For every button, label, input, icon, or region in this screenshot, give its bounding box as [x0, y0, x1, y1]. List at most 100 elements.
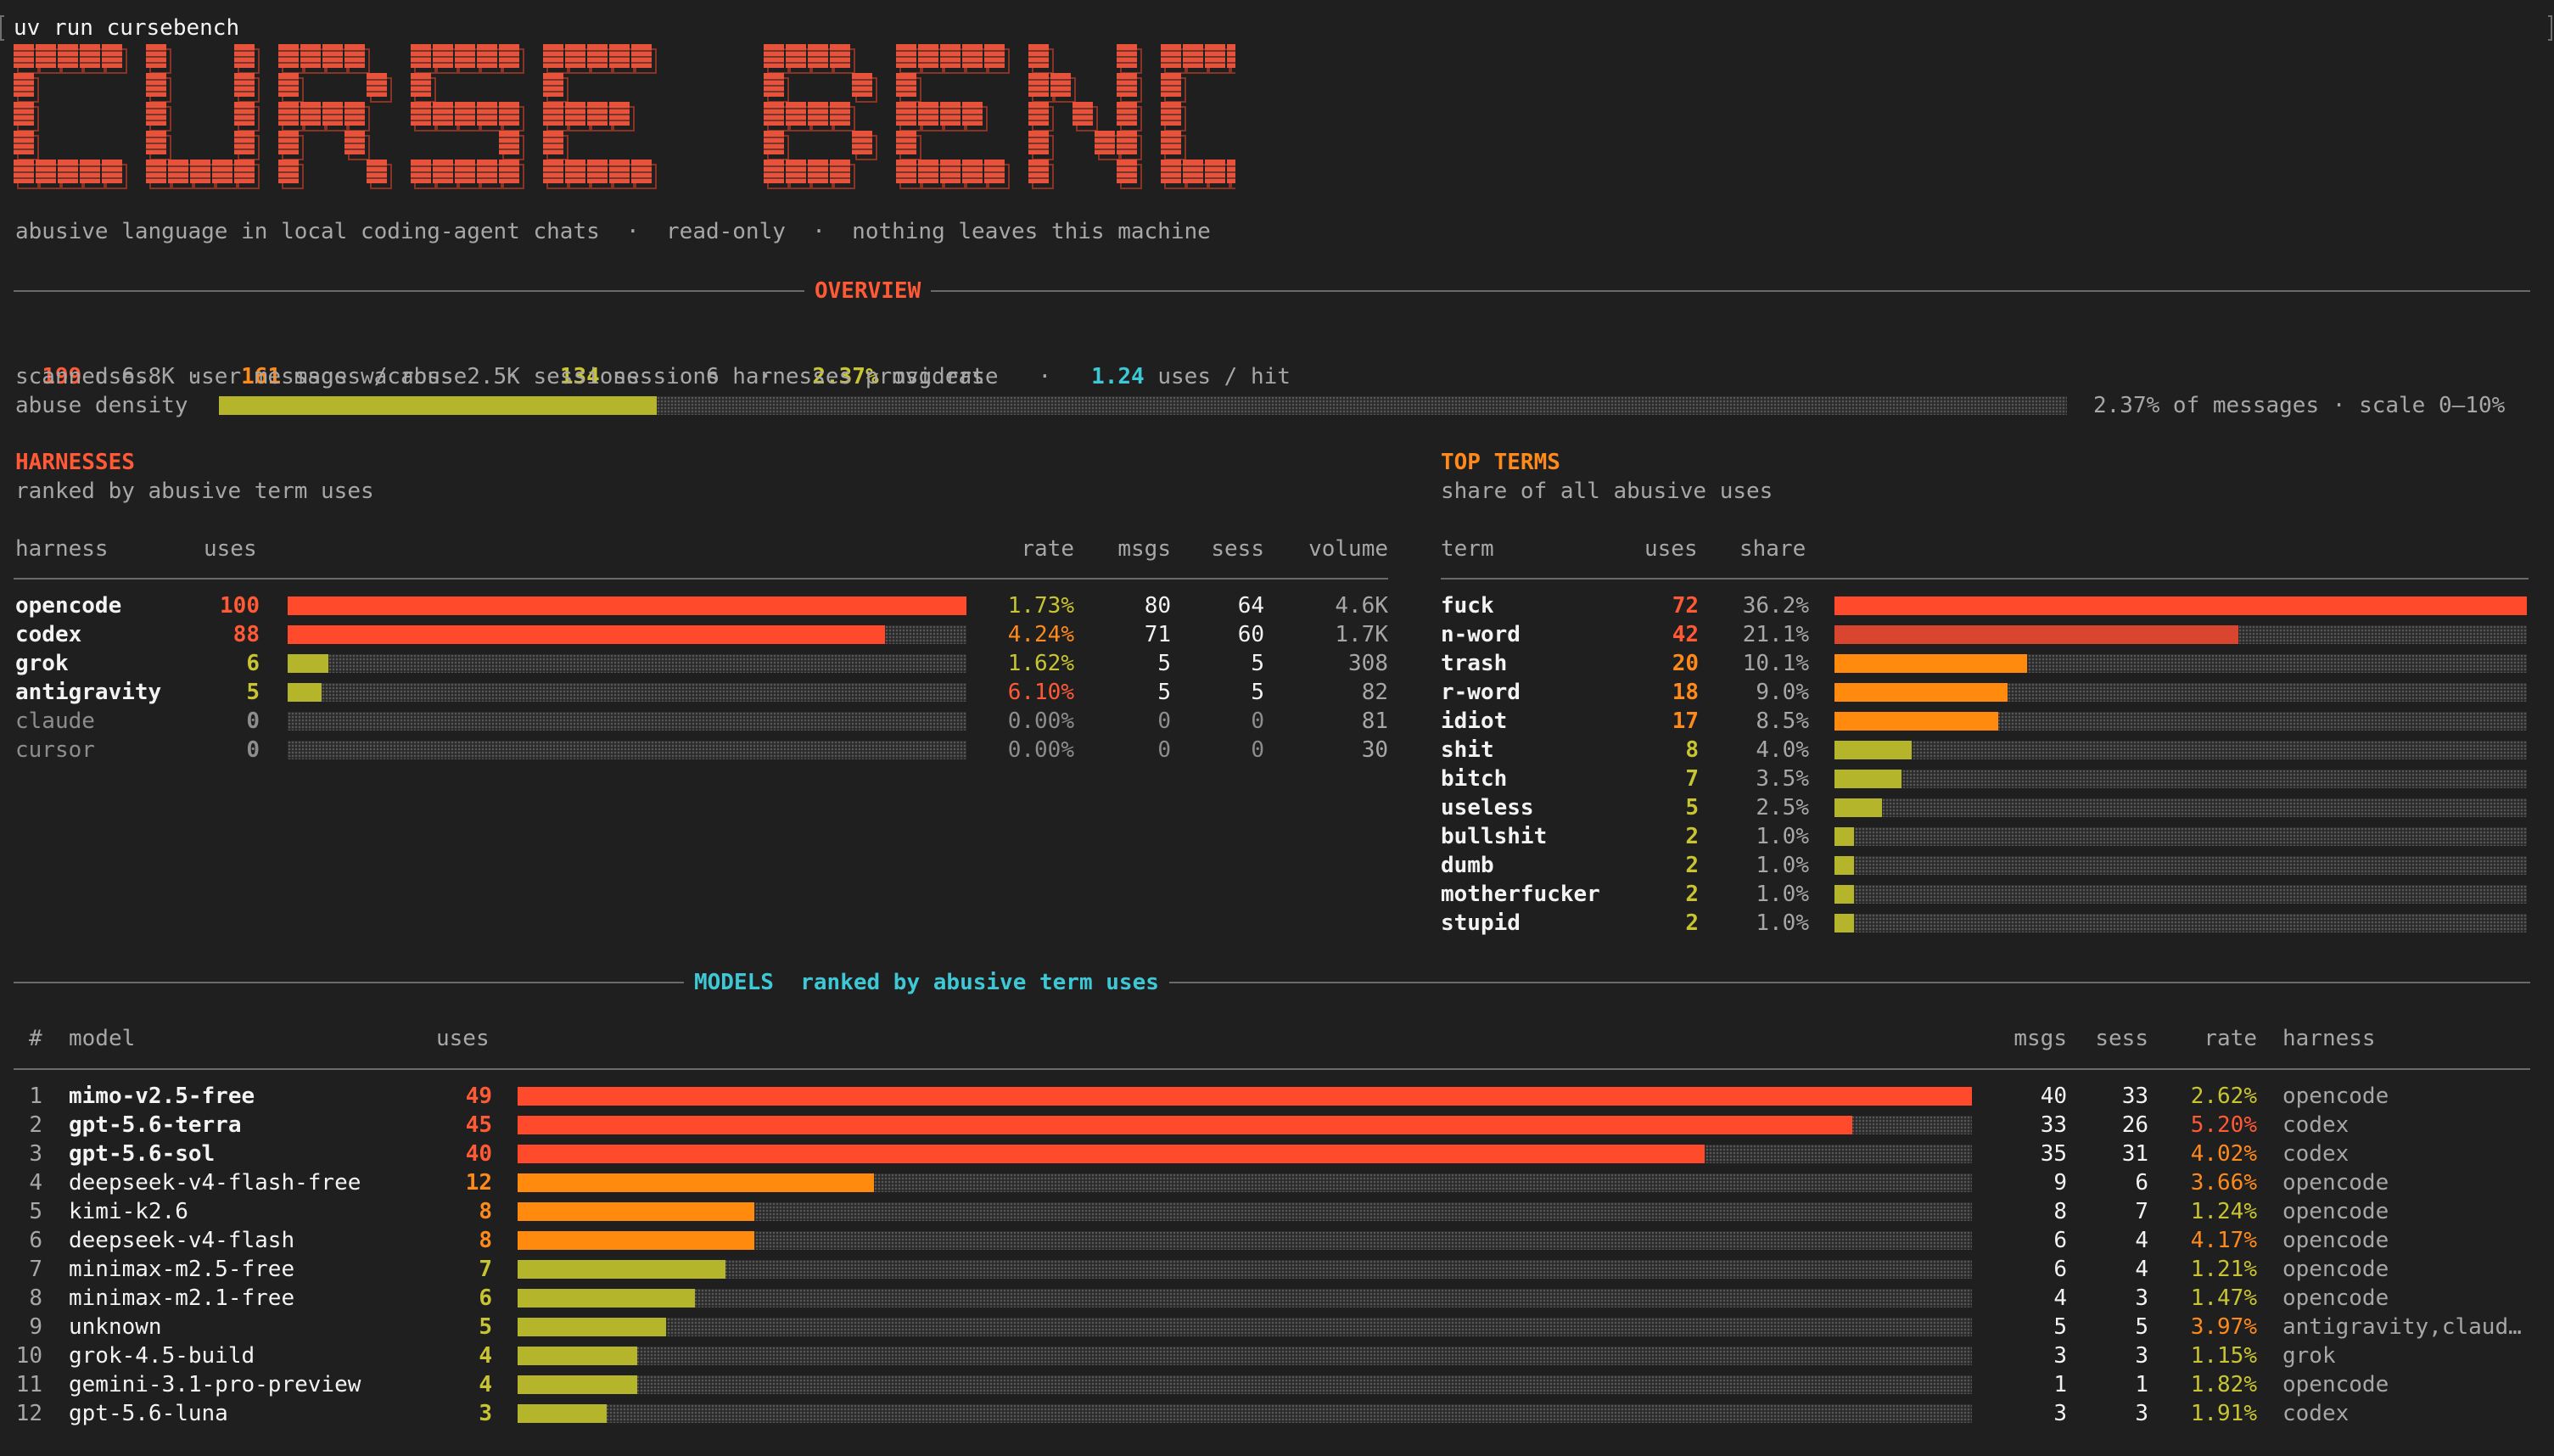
term-uses: 2 [1685, 853, 1699, 878]
model-uses: 4 [479, 1372, 492, 1397]
model-harness: opencode [2282, 1228, 2389, 1253]
term-bar-fill [1834, 596, 2527, 615]
model-name: gemini-3.1-pro-preview [69, 1372, 361, 1397]
density-bar-fill [219, 396, 657, 415]
term-uses: 18 [1672, 680, 1699, 705]
model-name: gpt-5.6-sol [69, 1141, 216, 1167]
model-rank: 5 [29, 1199, 42, 1224]
model-harness: codex [2282, 1112, 2350, 1138]
harness-bar-track [288, 683, 966, 702]
model-name: gpt-5.6-terra [69, 1112, 242, 1138]
model-sess: 26 [2121, 1112, 2148, 1138]
model-rank: 12 [15, 1401, 42, 1426]
stat-uses-label: uses [81, 364, 148, 389]
models-col-msgs: msgs [2014, 1026, 2067, 1051]
model-sess: 6 [2135, 1170, 2148, 1196]
harness-sess: 64 [1237, 593, 1264, 619]
model-bar-fill [518, 1318, 666, 1336]
stat-uses-value: 199 [42, 364, 82, 389]
stat-separator: · [188, 364, 202, 389]
model-rate: 1.15% [2190, 1343, 2257, 1369]
model-name: gpt-5.6-luna [69, 1401, 228, 1426]
model-bar-track [518, 1404, 1972, 1423]
model-bar-fill [518, 1260, 725, 1279]
term-bar-track [1834, 856, 2527, 875]
term-share: 9.0% [1756, 680, 1809, 705]
harness-bar-track [288, 712, 966, 731]
model-rate: 1.82% [2190, 1372, 2257, 1397]
term-name: bitch [1441, 766, 1508, 792]
harness-name: codex [15, 622, 82, 647]
model-name: mimo-v2.5-free [69, 1084, 255, 1109]
model-rate: 3.66% [2190, 1170, 2257, 1196]
models-rule [14, 982, 2530, 983]
model-sess: 7 [2135, 1199, 2148, 1224]
model-harness: opencode [2282, 1257, 2389, 1282]
harness-sess: 5 [1251, 651, 1264, 676]
harness-uses: 5 [246, 680, 260, 705]
harness-bar-fill [288, 683, 322, 702]
harness-name: claude [15, 708, 95, 734]
term-share: 4.0% [1756, 737, 1809, 763]
term-share: 8.5% [1756, 708, 1809, 734]
harnesses-subtitle: ranked by abusive term uses [15, 479, 374, 504]
term-name: r-word [1441, 680, 1521, 705]
models-col-model: model [69, 1026, 136, 1051]
stat-per-hit-label: uses / hit [1144, 364, 1291, 389]
model-rank: 11 [15, 1372, 42, 1397]
term-bar-fill [1834, 914, 1854, 932]
model-name: unknown [69, 1314, 162, 1340]
model-sess: 4 [2135, 1257, 2148, 1282]
term-name: n-word [1441, 622, 1521, 647]
model-bar-track [518, 1375, 1972, 1394]
model-name: minimax-m2.5-free [69, 1257, 295, 1282]
term-uses: 20 [1672, 651, 1699, 676]
model-harness: opencode [2282, 1199, 2389, 1224]
model-msgs: 3 [2053, 1401, 2067, 1426]
model-msgs: 40 [2040, 1084, 2067, 1109]
model-uses: 8 [479, 1199, 492, 1224]
model-bar-fill [518, 1231, 754, 1250]
density-label: abuse density [15, 393, 188, 418]
model-msgs: 1 [2053, 1372, 2067, 1397]
top-terms-title: TOP TERMS [1441, 450, 1560, 475]
terms-col-uses: uses [1644, 536, 1698, 562]
harness-uses: 0 [246, 737, 260, 763]
models-col-sess: sess [2095, 1026, 2148, 1051]
harness-uses: 88 [232, 622, 260, 647]
model-name: grok-4.5-build [69, 1343, 255, 1369]
model-bar-fill [518, 1404, 607, 1423]
model-bar-fill [518, 1202, 754, 1221]
harness-msgs: 80 [1144, 593, 1171, 619]
term-bar-track [1834, 914, 2527, 932]
stat-msgs-value: 161 [241, 364, 282, 389]
stat-separator: · [759, 364, 773, 389]
model-harness: opencode [2282, 1170, 2389, 1196]
harness-rate: 6.10% [1007, 680, 1074, 705]
stat-sessions-value: 134 [559, 364, 600, 389]
tagline: abusive language in local coding-agent c… [15, 219, 1211, 244]
harness-uses: 6 [246, 651, 260, 676]
harnesses-header-rule [14, 578, 1388, 580]
harness-volume: 4.6K [1335, 593, 1388, 619]
term-share: 1.0% [1756, 882, 1809, 907]
stat-per-hit-value: 1.24 [1091, 364, 1145, 389]
model-uses: 8 [479, 1228, 492, 1253]
model-rate: 5.20% [2190, 1112, 2257, 1138]
model-harness: antigravity,claud… [2282, 1314, 2522, 1340]
scanned-summary: scanned 6.8K user messages across 2.5K s… [15, 364, 985, 389]
term-share: 2.5% [1756, 795, 1809, 820]
term-name: stupid [1441, 910, 1521, 936]
terminal-bracket-right-icon [2548, 15, 2552, 41]
model-name: deepseek-v4-flash-free [69, 1170, 361, 1196]
harness-bar-fill [288, 654, 328, 673]
harness-msgs: 5 [1157, 680, 1171, 705]
harness-rate: 0.00% [1007, 737, 1074, 763]
term-bar-fill [1834, 798, 1882, 817]
model-uses: 3 [479, 1401, 492, 1426]
density-scale-text: 2.37% of messages · scale 0–10% [2093, 393, 2506, 418]
harness-volume: 81 [1361, 708, 1388, 734]
model-uses: 45 [465, 1112, 492, 1138]
harness-name: opencode [15, 593, 122, 619]
overview-stats: 199 uses · 161 msgs w/ abuse · 134 sessi… [15, 333, 1291, 391]
